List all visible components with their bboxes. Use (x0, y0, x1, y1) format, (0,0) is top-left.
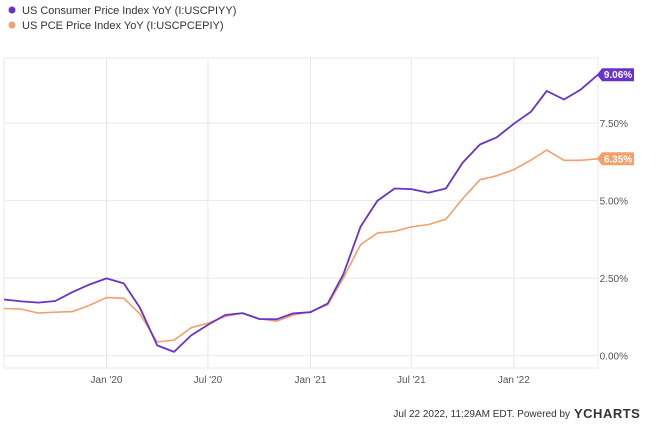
x-tick-label: Jan '21 (295, 375, 327, 386)
footer: Jul 22 2022, 11:29AM EDT. Powered by YCH… (393, 406, 640, 421)
badge-layer: 9.06% 6.35% (597, 68, 634, 166)
series-line-cpi (3, 74, 599, 353)
legend-marker-cpi (8, 6, 16, 14)
y-tick-label: 7.50% (600, 119, 628, 130)
legend-label-pce: US PCE Price Index YoY (I:USCPCEPIY) (22, 20, 224, 32)
legend[interactable]: US Consumer Price Index YoY (I:USCPIYY) … (8, 5, 237, 32)
series-pce (3, 149, 599, 343)
y-tick-label: 5.00% (600, 197, 628, 208)
legend-item-cpi[interactable]: US Consumer Price Index YoY (I:USCPIYY) (8, 5, 237, 17)
series-layer (3, 74, 599, 353)
end-value-badge-cpi: 9.06% (597, 68, 634, 82)
x-tick-label: Jan '20 (91, 375, 123, 386)
y-tick-label: 2.50% (600, 274, 628, 285)
end-value-badge-bg-pce (597, 152, 634, 166)
footer-timestamp-credit: Jul 22 2022, 11:29AM EDT. Powered by (393, 409, 570, 420)
x-tick-label: Jul '21 (397, 375, 426, 386)
brand-logo-text: YCHARTS (574, 406, 640, 421)
end-value-label-cpi: 9.06% (604, 70, 632, 81)
end-value-label-pce: 6.35% (604, 154, 632, 165)
series-cpi (3, 74, 599, 353)
ycharts-logo[interactable]: YCHARTS (574, 406, 640, 421)
y-tick-label: 0.00% (600, 352, 628, 363)
end-value-badge-bg-cpi (597, 68, 634, 82)
x-tick-label: Jul '20 (194, 375, 223, 386)
x-tick-label: Jan '22 (498, 375, 530, 386)
plot-area-border (3, 57, 599, 369)
grid-layer: 0.00% 2.50% 5.00% 7.50% Jan '20 Jul '20 Jan '2… (3, 57, 628, 386)
end-value-badge-pce: 6.35% (597, 152, 634, 166)
legend-marker-pce (8, 21, 16, 29)
legend-item-pce[interactable]: US PCE Price Index YoY (I:USCPCEPIY) (8, 20, 224, 32)
legend-label-cpi: US Consumer Price Index YoY (I:USCPIYY) (22, 5, 236, 17)
